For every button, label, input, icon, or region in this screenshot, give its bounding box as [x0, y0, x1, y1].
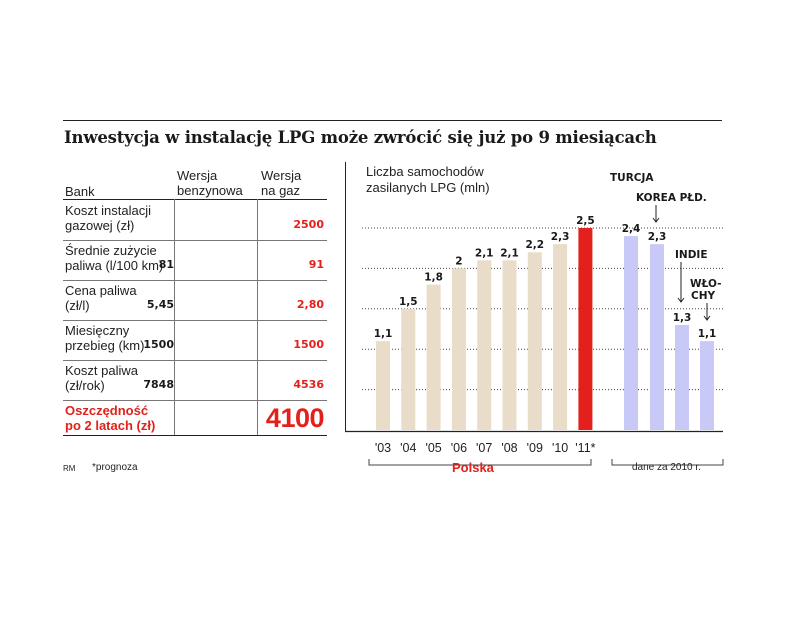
col-header-gas-line2: na gaz [261, 183, 301, 198]
bar-country [700, 341, 714, 430]
value-gas: 2500 [293, 218, 324, 231]
country-name: INDIE [675, 249, 708, 261]
bar-country [624, 236, 638, 430]
value-petrol: 5,45 [146, 298, 174, 311]
value-petrol: 7848 [143, 378, 174, 391]
row-label-line2: (zł/rok) [65, 378, 105, 393]
x-tick-label: '06 [451, 441, 467, 455]
bracket-countries [611, 459, 724, 466]
chart-title-line1: Liczba samochodów [366, 164, 484, 179]
bar-poland [477, 260, 492, 430]
row-divider [63, 320, 327, 321]
bar-poland [553, 244, 568, 430]
x-tick-label: '05 [425, 441, 441, 455]
savings-value: 4100 [265, 403, 325, 433]
page-title: Inwestycja w instalację LPG może zwrócić… [64, 128, 657, 147]
pointer-arrow-icon [652, 217, 660, 223]
top-rule [63, 120, 722, 121]
column-divider-2 [257, 199, 258, 435]
savings-label-line1: Oszczędność [65, 403, 149, 418]
x-tick-label: '03 [375, 441, 391, 455]
column-divider-1 [174, 199, 175, 435]
bar-data-label: 1,8 [424, 272, 443, 284]
group-note-countries: dane za 2010 r. [632, 462, 701, 473]
col-header-petrol-line2: benzynowa [177, 183, 243, 198]
table-bottom-rule [63, 435, 327, 436]
pointer-arrow-icon [677, 297, 685, 303]
comparison-table: Bank Wersja benzynowa Wersja na gaz Kosz… [63, 162, 327, 436]
bar-poland [401, 308, 416, 430]
bar-data-label: 2,2 [525, 239, 544, 251]
bar-poland [527, 252, 542, 430]
x-tick-label: '11* [575, 441, 595, 455]
row-label-line1: Cena paliwa [65, 283, 137, 298]
x-tick-label: '08 [501, 441, 517, 455]
col-header-bank: Bank [65, 184, 95, 199]
bar-country [650, 244, 664, 430]
bracket-poland [368, 459, 592, 466]
country-name: WŁO- [690, 278, 721, 290]
col-header-petrol: Wersja benzynowa [177, 168, 243, 198]
row-label-line1: Koszt paliwa [65, 363, 138, 378]
col-header-gas-line1: Wersja [261, 168, 302, 183]
bar-data-label: 2,3 [551, 231, 570, 243]
bar-data-label: 2,1 [475, 247, 494, 259]
x-tick-label: '09 [527, 441, 543, 455]
bar-data-label: 1,1 [374, 328, 393, 340]
x-tick-label: '04 [400, 441, 416, 455]
value-gas: 2,80 [296, 298, 324, 311]
value-gas: 4536 [293, 378, 324, 391]
bar-data-label: 1,1 [698, 328, 717, 340]
bar-poland [578, 228, 593, 430]
col-header-petrol-line1: Wersja [177, 168, 218, 183]
country-name: KOREA PŁD. [636, 192, 707, 204]
country-name: CHY [691, 290, 715, 302]
row-divider [63, 240, 327, 241]
bar-poland [451, 268, 466, 430]
row-label-line2: paliwa (l/100 km) [65, 258, 164, 273]
value-gas: 91 [308, 258, 324, 271]
x-tick-label: '10 [552, 441, 568, 455]
x-tick-label: '07 [476, 441, 492, 455]
pointer-arrow-icon [703, 315, 711, 321]
bar-poland [502, 260, 517, 430]
bar-data-label: 2,5 [576, 215, 595, 227]
chart-title-line2: zasilanych LPG (mln) [366, 180, 490, 195]
country-name: TURCJA [610, 172, 654, 184]
chart-title: Liczba samochodów zasilanych LPG (mln) [366, 164, 516, 196]
value-petrol: 81 [158, 258, 174, 271]
forecast-footnote: *prognoza [92, 462, 138, 473]
row-label-line2: przebieg (km) [65, 338, 145, 353]
row-label-line1: Średnie zużycie [65, 243, 157, 258]
header-divider [63, 199, 327, 200]
bar-data-label: 2,3 [648, 231, 667, 243]
source-credit: RM [63, 464, 76, 473]
col-header-gas: Wersja na gaz [261, 168, 301, 198]
row-label-line1: Koszt instalacji [65, 203, 151, 218]
bar-data-label: 2,4 [622, 223, 641, 235]
row-label-line2: gazowej (zł) [65, 218, 135, 233]
savings-label-line2: po 2 latach (zł) [65, 418, 156, 433]
bar-poland [426, 284, 441, 430]
bar-data-label: 2,1 [500, 247, 519, 259]
row-divider [63, 400, 327, 401]
value-gas: 1500 [293, 338, 324, 351]
bar-poland [376, 341, 390, 430]
bar-country [675, 324, 689, 430]
row-divider [63, 360, 327, 361]
row-label-line2: (zł/l) [65, 298, 90, 313]
bar-data-label: 1,3 [673, 312, 692, 324]
group-label-poland: Polska [452, 460, 494, 475]
bar-data-label: 1,5 [399, 296, 418, 308]
row-label-line1: Miesięczny [65, 323, 130, 338]
bar-data-label: 2 [455, 255, 462, 267]
row-divider [63, 280, 327, 281]
value-petrol: 1500 [143, 338, 174, 351]
